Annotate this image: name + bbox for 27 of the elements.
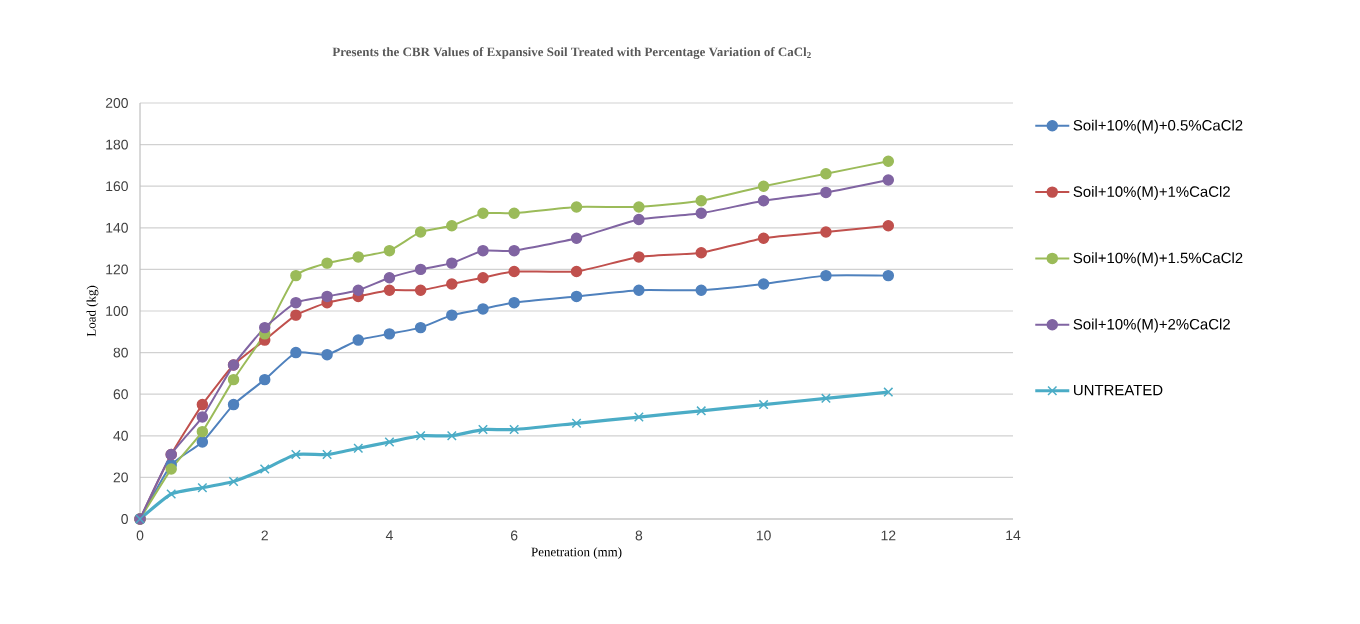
legend-label: UNTREATED (1074, 384, 1163, 396)
x-tick-label: 8 (635, 530, 643, 541)
legend-label: Soil+10%(M)+2%CaCl2 (1073, 318, 1230, 333)
x-tick-label: 4 (385, 530, 393, 541)
y-axis-title: Load (kg) (86, 285, 99, 337)
x-tick-label: 10 (756, 530, 771, 541)
y-tick-label: 20 (113, 472, 128, 483)
x-tick-label: 12 (881, 530, 896, 541)
legend-label: Soil+10%(M)+1.5%CaCl2 (1073, 252, 1243, 267)
y-tick-label: 180 (106, 139, 128, 150)
y-tick-label: 80 (113, 347, 128, 358)
x-tick-label: 14 (1006, 530, 1021, 541)
x-tick-label: 0 (136, 530, 144, 541)
x-axis-title: Penetration (mm) (531, 547, 622, 559)
y-tick-label: 60 (113, 389, 128, 400)
y-tick-label: 100 (106, 306, 128, 316)
x-tick-label: 2 (261, 530, 268, 541)
legend-label: Soil+10%(M)+0.5%CaCl2 (1073, 119, 1243, 134)
y-tick-label: 200 (105, 98, 128, 108)
y-tick-label: 40 (113, 430, 128, 441)
y-tick-label: 0 (121, 514, 128, 524)
chart-title: Presents the CBR Values of Expansive Soil Treated with Percentage Variation of CaCl$_{2}$ (332, 46, 811, 59)
x-tick-label: 6 (510, 530, 518, 541)
y-tick-label: 120 (106, 264, 128, 275)
y-tick-label: 160 (106, 181, 128, 192)
legend-label: Soil+10%(M)+1%CaCl2 (1073, 185, 1230, 200)
y-tick-label: 140 (106, 222, 128, 233)
